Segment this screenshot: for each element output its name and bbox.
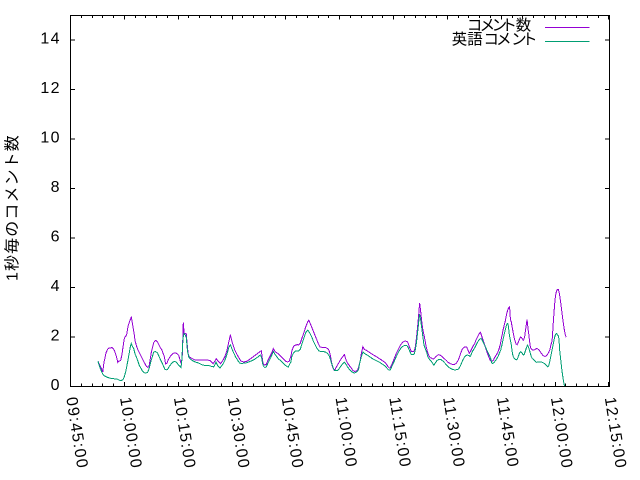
svg-text:11:15:00: 11:15:00 <box>385 396 413 469</box>
svg-text:4: 4 <box>51 278 61 295</box>
svg-text:11:45:00: 11:45:00 <box>493 396 521 469</box>
svg-text:14: 14 <box>40 31 60 48</box>
svg-text:12:00:00: 12:00:00 <box>547 396 575 470</box>
svg-text:0: 0 <box>51 377 61 394</box>
svg-text:09:45:00: 09:45:00 <box>62 396 90 470</box>
svg-text:12: 12 <box>40 80 60 97</box>
svg-text:11:00:00: 11:00:00 <box>331 396 359 469</box>
svg-text:11:30:00: 11:30:00 <box>439 396 467 469</box>
svg-text:10:45:00: 10:45:00 <box>278 396 306 470</box>
svg-text:12:15:00: 12:15:00 <box>601 396 629 470</box>
svg-text:6: 6 <box>51 229 61 246</box>
svg-text:1: 1 <box>5 272 22 281</box>
svg-text:8: 8 <box>51 179 61 196</box>
svg-text:10:00:00: 10:00:00 <box>116 396 144 470</box>
svg-text:2: 2 <box>51 328 61 345</box>
svg-text:10: 10 <box>40 130 60 147</box>
svg-text:10:15:00: 10:15:00 <box>170 396 198 470</box>
svg-text:10:30:00: 10:30:00 <box>224 396 252 470</box>
